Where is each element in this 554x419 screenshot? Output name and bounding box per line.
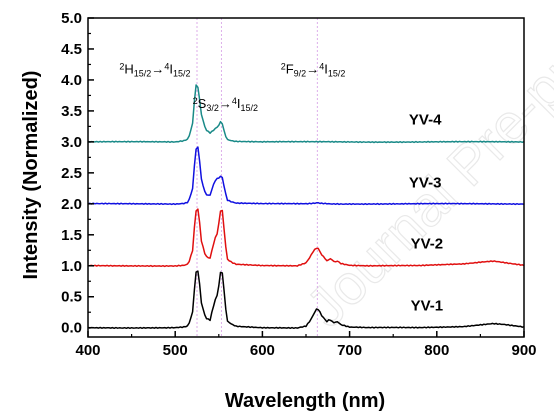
x-tick-label: 500 — [163, 342, 188, 359]
annotation-part: 15/2 — [240, 103, 258, 113]
x-tick-label: 800 — [424, 342, 449, 359]
x-tick-label: 600 — [250, 342, 275, 359]
series-line-yv-1 — [87, 270, 525, 330]
x-tick-label: 700 — [337, 342, 362, 359]
y-tick-label: 1.5 — [61, 227, 82, 244]
annotation-part: I — [169, 62, 173, 77]
annotation-part: 4 — [232, 96, 237, 106]
y-tick-label: 0.0 — [61, 320, 82, 337]
transition-annotation: 2S3/2→4I15/2 — [193, 96, 258, 113]
y-tick-label: 2.0 — [61, 196, 82, 213]
series-label-yv-4: YV-4 — [409, 112, 442, 129]
annotation-part: I — [237, 96, 241, 111]
annotation-part: H — [124, 62, 133, 77]
annotation-part: → — [151, 62, 164, 77]
series-label-yv-1: YV-1 — [411, 297, 444, 314]
y-axis-title: Intensity (Normalized) — [20, 71, 42, 280]
y-tick-label: 3.5 — [61, 103, 82, 120]
y-tick-label: 1.0 — [61, 258, 82, 275]
labels-layer: YV-1 YV-2 YV-3 YV-4 — [409, 112, 443, 315]
annotation-part: 15/2 — [173, 69, 191, 79]
annotation-part: 9/2 — [294, 69, 307, 79]
y-tick-label: 2.5 — [61, 165, 82, 182]
y-tick-label: 4.5 — [61, 41, 82, 58]
annotation-part: I — [324, 62, 328, 77]
series-label-yv-2: YV-2 — [411, 235, 444, 252]
transition-annotation: 2H15/2→4I15/2 — [119, 62, 190, 79]
x-axis-title: Wavelength (nm) — [225, 390, 385, 412]
y-tick-label: 5.0 — [61, 10, 82, 27]
y-tick-label: 4.0 — [61, 72, 82, 89]
transition-annotation: 2F9/2→4I15/2 — [281, 62, 346, 79]
annotation-part: 15/2 — [134, 69, 152, 79]
annotation-part: → — [306, 62, 319, 77]
series-line-yv-2 — [87, 208, 525, 268]
x-tick-label: 400 — [75, 342, 100, 359]
annotation-part: F — [286, 62, 294, 77]
journal-pre-proof-watermark: Journal Pre-proof — [294, 0, 554, 338]
annotation-part: 4 — [164, 62, 169, 72]
annotation-part: 15/2 — [328, 69, 346, 79]
annotation-part: 2 — [281, 62, 286, 72]
series-line-yv-3 — [87, 146, 525, 206]
annotation-part: 2 — [193, 96, 198, 106]
annotation-part: 4 — [319, 62, 324, 72]
axes-layer: 400 500 600 700 800 900 0.0 0.5 1.0 1.5 2.0 2.5 3.0 3… — [61, 10, 536, 359]
annotation-part: → — [219, 96, 232, 111]
reference-lines — [196, 18, 318, 337]
series-layer — [87, 84, 525, 330]
y-tick-label: 3.0 — [61, 134, 82, 151]
x-tick-label: 900 — [511, 342, 536, 359]
annotation-part: 3/2 — [206, 103, 219, 113]
annotation-part: S — [198, 96, 207, 111]
y-tick-label: 0.5 — [61, 289, 82, 306]
series-line-yv-4 — [87, 84, 525, 144]
annotation-part: 2 — [119, 62, 124, 72]
series-label-yv-3: YV-3 — [409, 175, 442, 192]
